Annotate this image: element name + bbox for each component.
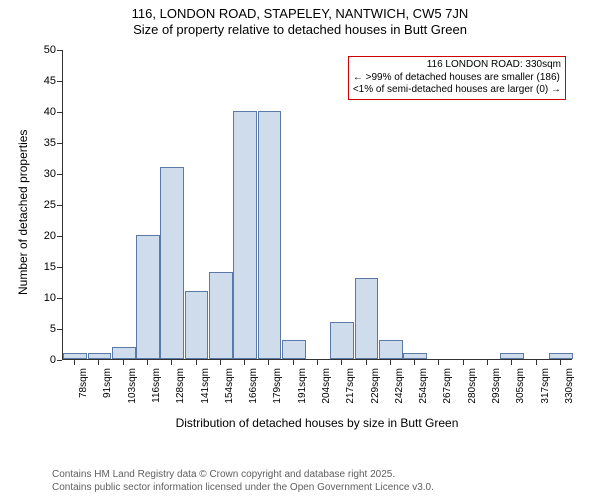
y-tick-label: 50 [34,44,56,56]
annotation-line: 116 LONDON ROAD: 330sqm [353,59,561,72]
x-tick-label: 166sqm [248,368,259,404]
y-tick-mark [57,236,62,237]
histogram-bar [233,111,257,359]
histogram-bar [258,111,282,359]
histogram-bar [500,353,524,359]
x-tick-label: 229sqm [370,368,381,404]
x-tick-label: 317sqm [540,368,551,404]
x-tick-label: 267sqm [442,368,453,404]
x-tick-mark [414,360,415,365]
x-tick-mark [463,360,464,365]
histogram-bar [330,322,354,359]
x-tick-mark [293,360,294,365]
y-tick-mark [57,81,62,82]
x-tick-label: 242sqm [394,368,405,404]
x-tick-mark [244,360,245,365]
y-tick-mark [57,143,62,144]
histogram-bar [549,353,573,359]
chart-area: Number of detached properties Distributi… [0,44,600,444]
annotation-box: 116 LONDON ROAD: 330sqm← >99% of detache… [348,56,566,100]
y-tick-label: 30 [34,168,56,180]
x-tick-label: 191sqm [297,368,308,404]
x-tick-mark [196,360,197,365]
x-tick-label: 330sqm [564,368,575,404]
histogram-bar [355,278,379,359]
y-axis-label: Number of detached properties [16,130,30,295]
x-tick-label: 103sqm [127,368,138,404]
x-tick-label: 154sqm [224,368,235,404]
x-tick-mark [390,360,391,365]
x-tick-label: 116sqm [151,368,162,403]
y-tick-label: 5 [34,323,56,335]
y-tick-mark [57,205,62,206]
x-tick-mark [536,360,537,365]
x-tick-mark [171,360,172,365]
x-tick-mark [147,360,148,365]
x-tick-mark [74,360,75,365]
y-tick-mark [57,267,62,268]
histogram-bar [185,291,209,359]
annotation-line: <1% of semi-detached houses are larger (… [353,84,561,97]
y-tick-mark [57,329,62,330]
footer-line-2: Contains public sector information licen… [52,482,434,495]
histogram-bar [209,272,233,359]
histogram-bar [403,353,427,359]
y-tick-mark [57,360,62,361]
x-tick-mark [98,360,99,365]
histogram-bar [160,167,184,359]
x-tick-label: 305sqm [515,368,526,404]
y-tick-mark [57,174,62,175]
x-tick-mark [560,360,561,365]
x-tick-mark [220,360,221,365]
x-tick-mark [268,360,269,365]
x-tick-label: 78sqm [78,368,89,398]
y-tick-label: 10 [34,292,56,304]
x-tick-label: 204sqm [321,368,332,404]
title-line-2: Size of property relative to detached ho… [0,22,600,38]
x-tick-label: 217sqm [345,368,356,404]
histogram-bar [88,353,112,359]
x-tick-label: 293sqm [491,368,502,404]
x-axis-label: Distribution of detached houses by size … [62,416,572,430]
x-tick-mark [341,360,342,365]
x-tick-mark [511,360,512,365]
y-tick-mark [57,112,62,113]
x-tick-label: 254sqm [418,368,429,404]
histogram-bar [282,340,306,359]
x-tick-label: 280sqm [467,368,478,404]
histogram-bar [136,235,160,359]
y-tick-label: 20 [34,230,56,242]
x-tick-mark [366,360,367,365]
y-tick-mark [57,50,62,51]
x-tick-mark [487,360,488,365]
y-tick-label: 45 [34,75,56,87]
y-tick-label: 35 [34,137,56,149]
x-tick-label: 128sqm [175,368,186,404]
y-tick-label: 25 [34,199,56,211]
y-tick-label: 15 [34,261,56,273]
histogram-bar [63,353,87,359]
chart-title: 116, LONDON ROAD, STAPELEY, NANTWICH, CW… [0,0,600,39]
x-tick-label: 91sqm [102,368,113,398]
y-tick-label: 0 [34,354,56,366]
footer-attribution: Contains HM Land Registry data © Crown c… [52,469,434,494]
y-tick-mark [57,298,62,299]
histogram-bar [379,340,403,359]
annotation-line: ← >99% of detached houses are smaller (1… [353,72,561,85]
histogram-bar [112,347,136,359]
x-tick-label: 141sqm [200,368,211,404]
y-tick-label: 40 [34,106,56,118]
footer-line-1: Contains HM Land Registry data © Crown c… [52,469,434,482]
title-line-1: 116, LONDON ROAD, STAPELEY, NANTWICH, CW… [0,6,600,22]
x-tick-mark [123,360,124,365]
x-tick-mark [438,360,439,365]
x-tick-label: 179sqm [272,368,283,404]
x-tick-mark [317,360,318,365]
